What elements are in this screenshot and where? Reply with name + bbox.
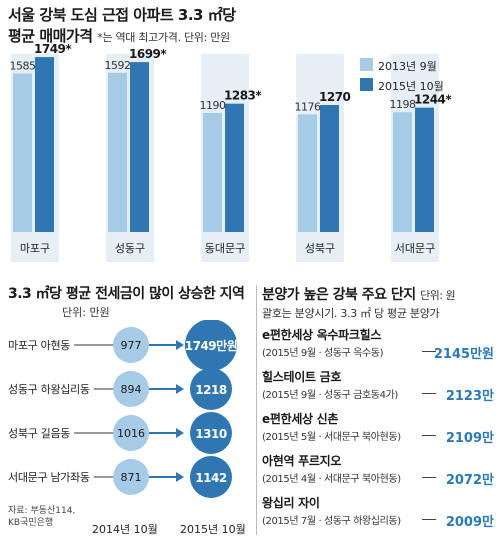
presale-complex-name: 아현역 푸르지오 [262, 454, 342, 468]
jeonse-col-2015: 2015년 10월 [180, 523, 246, 536]
value-label-2013: 1585 [10, 60, 36, 73]
jeonse-circle-2014 [113, 327, 149, 363]
bar-2015 [225, 103, 244, 232]
value-label-2013: 1176 [295, 100, 321, 113]
jeonse-value-2014: 871 [121, 471, 142, 484]
section-divider [256, 285, 257, 535]
chart-subtitle-text: 평균 매매가격 [8, 27, 93, 45]
jeonse-row-label: 서대문구 남가좌동 [8, 471, 90, 484]
legend-label-2015: 2015년 10월 [378, 80, 444, 93]
presale-leader-line [422, 435, 436, 436]
category-label: 동대문구 [205, 242, 245, 255]
presale-complex-detail: (2015년 9월 · 성동구 금호동4가) [262, 390, 398, 401]
value-label-2015: 1699* [129, 47, 167, 61]
jeonse-row-label: 마포구 아현동 [8, 339, 70, 352]
jeonse-value-2014: 977 [121, 339, 142, 352]
jeonse-value-2014: 1016 [117, 427, 145, 440]
value-label-2013: 1190 [200, 99, 226, 112]
source-line-1: 자료: 부동산114, [8, 506, 76, 516]
presale-complex-detail: (2015년 9월 · 성동구 옥수동) [262, 348, 384, 359]
value-label-2015: 1749* [34, 42, 72, 56]
presale-complex-name: e편한세상 옥수파크힐스 [262, 328, 382, 342]
bar-2013 [393, 112, 412, 232]
bar-2013 [203, 113, 222, 232]
jeonse-value-2015: 1310 [195, 427, 227, 441]
jeonse-arrow-head [176, 472, 184, 482]
legend-label-2013: 2013년 9월 [378, 60, 437, 73]
bar-2015 [35, 57, 54, 232]
bar-2015 [415, 107, 434, 232]
jeonse-circle-2014 [113, 415, 149, 451]
jeonse-value-2015: 1218 [195, 383, 227, 397]
jeonse-col-2014: 2014년 10월 [92, 523, 158, 536]
presale-leader-line [422, 477, 436, 478]
jeonse-value-2015: 1749만원 [185, 338, 237, 353]
value-label-2015: 1270 [319, 90, 351, 104]
chart-subtitle: 평균 매매가격 *는 역대 최고가격. 단위: 만원 [8, 25, 230, 46]
bar-2013 [108, 72, 127, 232]
presale-price: 2145만원 [433, 347, 494, 362]
bar-2015 [320, 105, 339, 232]
bar-2013 [13, 73, 32, 232]
presale-subtitle: 괄호는 분양시기. 3.3 ㎡ 당 평균 분양가 [262, 307, 440, 320]
presale-price: 2123만 [445, 389, 494, 404]
jeonse-row-label: 성북구 길음동 [8, 427, 70, 440]
presale-complex-detail: (2015년 4월 · 서대문구 북아현동) [262, 474, 401, 485]
bar-2015 [130, 62, 149, 232]
chart-title: 서울 강북 도심 근접 아파트 3.3 ㎡당 [8, 6, 236, 24]
category-label: 마포구 [20, 242, 50, 255]
source-line-2: KB국민은행 [8, 518, 54, 528]
jeonse-circle-2015 [190, 412, 232, 454]
presale-price: 2072만 [445, 473, 494, 488]
presale-leader-line [422, 351, 436, 352]
presale-complex-detail: (2015년 5월 · 서대문구 북아현동) [262, 432, 401, 443]
jeonse-arrow-head [176, 340, 184, 350]
value-label-2015: 1283* [224, 89, 262, 103]
category-label: 서대문구 [395, 242, 435, 255]
jeonse-arrow-head [176, 384, 184, 394]
chart-note: *는 역대 최고가격. 단위: 만원 [97, 31, 230, 44]
jeonse-value-2015: 1142 [195, 471, 227, 485]
category-label: 성북구 [305, 242, 335, 255]
jeonse-value-2014: 894 [121, 383, 142, 396]
legend-swatch-2013 [360, 58, 373, 71]
jeonse-unit: 단위: 만원 [62, 304, 110, 320]
presale-complex-name: 힐스테이트 금호 [262, 370, 342, 384]
bar-2013 [298, 114, 317, 232]
jeonse-title: 3.3 ㎡당 평균 전세금이 많이 상승한 지역 [8, 286, 245, 302]
presale-leader-line [422, 519, 436, 520]
jeonse-circle-2014 [113, 459, 149, 495]
presale-price: 2009만 [445, 515, 494, 530]
category-label: 성동구 [115, 242, 145, 255]
value-label-2013: 1198 [390, 98, 416, 111]
value-label-2015: 1244* [414, 93, 452, 107]
presale-price: 2109만 [445, 431, 494, 446]
presale-complex-detail: (2015년 7월 · 성동구 하왕십리동) [262, 516, 401, 527]
presale-unit: 단위: 원 [420, 289, 456, 302]
presale-complex-name: 왕십리 자이 [262, 496, 320, 510]
jeonse-arrow-head [176, 428, 184, 438]
jeonse-unit-text: 단위: 만원 [62, 306, 110, 319]
presale-title: 분양가 높은 강북 주요 단지 단위: 원 [262, 284, 456, 304]
presale-complex-name: e편한세상 신촌 [262, 412, 339, 426]
source-note: 자료: 부동산114, KB국민은행 [8, 505, 75, 529]
presale-title-text: 분양가 높은 강북 주요 단지 [262, 287, 416, 303]
presale-leader-line [422, 393, 436, 394]
legend-swatch-2015 [360, 78, 373, 91]
jeonse-circle-2015 [190, 456, 232, 498]
jeonse-circle-2015 [185, 320, 237, 371]
jeonse-circle-2015 [190, 368, 232, 410]
jeonse-row-label: 성동구 하왕십리동 [8, 382, 90, 396]
value-label-2013: 1592 [105, 59, 131, 72]
jeonse-circle-2014 [113, 371, 149, 407]
